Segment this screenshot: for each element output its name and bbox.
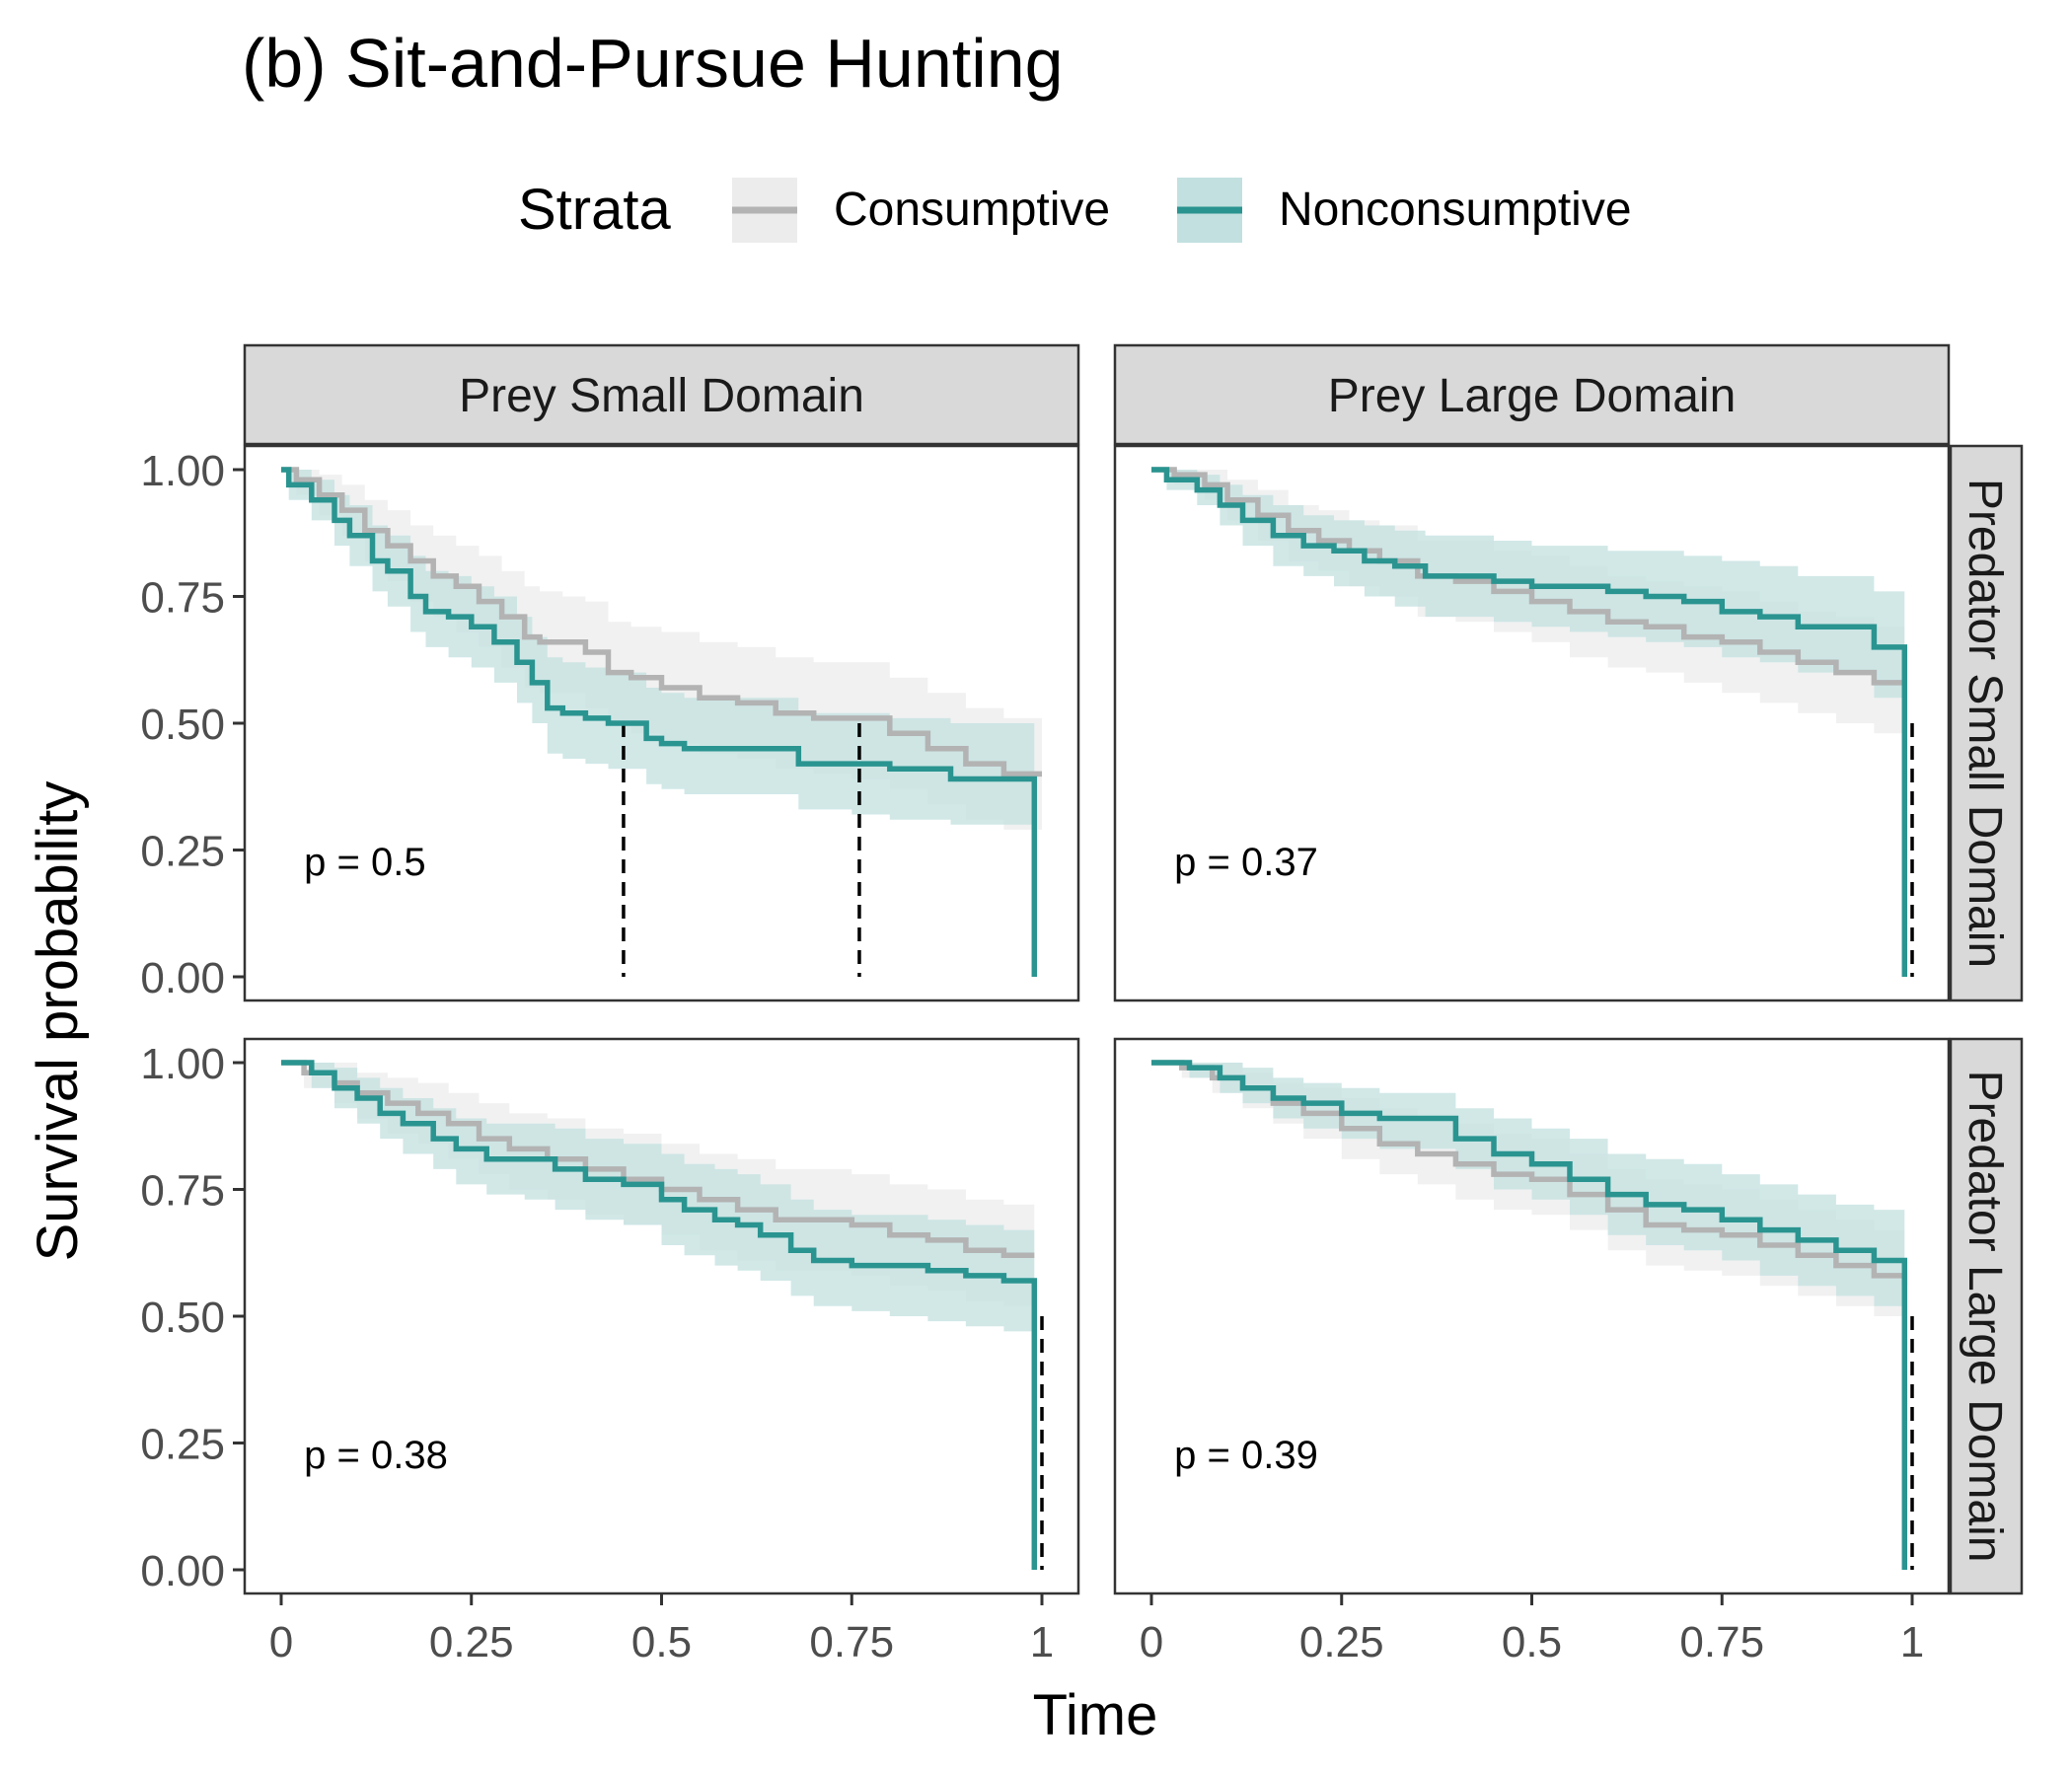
x-tick-label: 0.25 bbox=[1299, 1618, 1384, 1666]
facet-grid: Prey Small Domain Prey Large Domain Predat… bbox=[140, 343, 2024, 1666]
facet-strip-label-predator-large-domain: Predator Large Domain bbox=[1959, 1071, 2011, 1563]
x-tick-label: 1 bbox=[1900, 1618, 1924, 1666]
legend-title: Strata bbox=[518, 178, 671, 242]
legend-label-consumptive: Consumptive bbox=[834, 184, 1110, 236]
y-tick-label: 1.00 bbox=[140, 1040, 225, 1088]
survival-curve-nonconsumptive bbox=[281, 467, 1038, 977]
x-tick-label: 0.5 bbox=[631, 1618, 692, 1666]
y-tick-label: 0.50 bbox=[140, 701, 225, 749]
x-tick-label: 0.75 bbox=[809, 1618, 894, 1666]
p-value-label: p = 0.37 bbox=[1174, 841, 1318, 884]
facet-strip-prey-large-domain bbox=[1113, 343, 1951, 446]
confidence-band-nonconsumptive bbox=[281, 1063, 1035, 1342]
facet-strip-label-prey-large-domain: Prey Large Domain bbox=[1328, 370, 1737, 422]
x-tick-label: 0.75 bbox=[1679, 1618, 1764, 1666]
y-tick-label: 0.75 bbox=[140, 1167, 225, 1216]
y-tick-label: 0.00 bbox=[140, 954, 225, 1002]
facet-strip-predator-small-domain bbox=[1949, 444, 2024, 1002]
survival-curve-consumptive bbox=[281, 1060, 1035, 1259]
legend-label-nonconsumptive: Nonconsumptive bbox=[1279, 184, 1632, 236]
panel-predator-small-domain-prey-large-domain: p = 0.37 bbox=[1113, 444, 1951, 1002]
panel-border bbox=[1113, 444, 1951, 1002]
survival-curve-nonconsumptive bbox=[1151, 1060, 1908, 1570]
y-tick-label: 0.25 bbox=[140, 1421, 225, 1469]
legend: Strata Consumptive Nonconsumptive bbox=[518, 178, 1632, 243]
x-tick-label: 0.5 bbox=[1502, 1618, 1562, 1666]
y-tick-label: 0.25 bbox=[140, 828, 225, 876]
facet-strip-predator-large-domain bbox=[1949, 1037, 2024, 1595]
survival-curve-consumptive bbox=[281, 467, 1042, 777]
facet-strip-label-prey-small-domain: Prey Small Domain bbox=[459, 370, 864, 422]
x-tick-label: 0 bbox=[1140, 1618, 1163, 1666]
y-tick-label: 1.00 bbox=[140, 447, 225, 495]
panel-predator-small-domain-prey-small-domain: p = 0.5 0.00 0.25 0.50 0.75 1.00 bbox=[140, 444, 1080, 1002]
x-tick-label: 0 bbox=[269, 1618, 293, 1666]
panel-predator-large-domain-prey-large-domain: p = 0.39 0 0.25 0.5 0.75 1 bbox=[1113, 1037, 1951, 1666]
facet-strip-label-predator-small-domain: Predator Small Domain bbox=[1959, 479, 2011, 968]
panel-predator-large-domain-prey-small-domain: p = 0.38 0.00 0.25 0.50 0.75 1.00 0 0.25 0.5 0.75… bbox=[140, 1037, 1080, 1666]
y-tick-label: 0.00 bbox=[140, 1547, 225, 1595]
x-tick-label: 0.25 bbox=[429, 1618, 514, 1666]
p-value-label: p = 0.38 bbox=[304, 1434, 448, 1477]
survival-curve-consumptive bbox=[1151, 467, 1905, 686]
p-value-label: p = 0.5 bbox=[304, 841, 425, 884]
survival-curve-nonconsumptive bbox=[1151, 467, 1908, 977]
panel-background bbox=[1115, 446, 1949, 1000]
chart-title: (b) Sit-and-Pursue Hunting bbox=[242, 25, 1064, 102]
confidence-band-nonconsumptive bbox=[281, 470, 1035, 825]
x-tick-label: 1 bbox=[1030, 1618, 1054, 1666]
facet-strip-prey-small-domain bbox=[243, 343, 1080, 446]
x-axis-title: Time bbox=[1033, 1683, 1158, 1747]
y-axis-title: Survival probability bbox=[26, 781, 90, 1262]
y-tick-label: 0.50 bbox=[140, 1294, 225, 1342]
y-tick-label: 0.75 bbox=[140, 574, 225, 623]
p-value-label: p = 0.39 bbox=[1174, 1434, 1318, 1477]
survival-curve-nonconsumptive bbox=[281, 1060, 1038, 1570]
